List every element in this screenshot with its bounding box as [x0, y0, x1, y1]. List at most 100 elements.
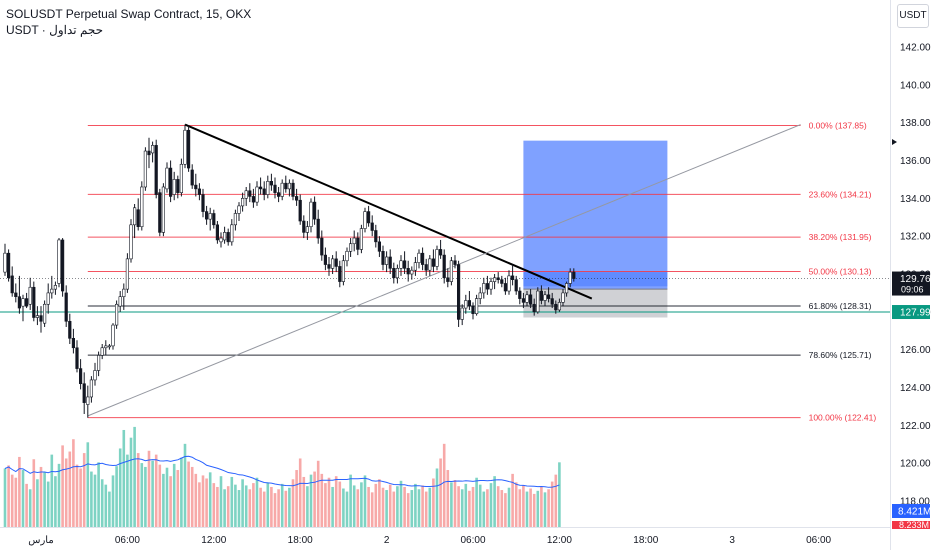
volume-bar	[14, 477, 18, 527]
last-price-value: 129.76	[900, 274, 931, 285]
candle-down	[377, 241, 382, 252]
volume-bar	[118, 448, 122, 527]
volume-bar	[122, 429, 126, 527]
time-tick-label: 18:00	[288, 535, 313, 546]
candle-down	[276, 192, 281, 197]
time-tick-label: 12:00	[547, 535, 572, 546]
volume-ma-line	[4, 455, 560, 488]
bar-countdown: 09:06	[901, 285, 924, 295]
volume-bar	[18, 456, 21, 527]
candle-down	[514, 279, 518, 292]
candle-up	[341, 260, 346, 282]
time-tick-label: 3	[729, 535, 735, 546]
volume-bar	[356, 489, 360, 527]
volume-bar	[93, 474, 97, 527]
candle-down	[71, 338, 75, 349]
volume-bar	[529, 488, 532, 527]
candle-down	[302, 220, 306, 233]
volume-layer	[3, 426, 561, 527]
candle-down	[453, 260, 457, 265]
volume-bar	[216, 486, 219, 527]
price-tick-label: 126.00	[900, 345, 931, 356]
candle-down	[546, 294, 551, 299]
candle-up	[428, 258, 432, 271]
position-stop-zone[interactable]	[523, 289, 668, 318]
trendline-resistance[interactable]	[184, 123, 593, 300]
volume-bar	[550, 481, 554, 527]
price-tick-label: 134.00	[900, 194, 931, 205]
candle-down	[402, 260, 407, 269]
volume-bar	[180, 457, 183, 527]
volume-bar	[518, 489, 522, 527]
horizontal-line-badge	[892, 305, 930, 320]
volume-bar	[439, 458, 442, 527]
candle-up	[107, 345, 111, 348]
volume-bar	[468, 490, 471, 527]
volume-bar	[428, 487, 432, 527]
candle-up	[118, 296, 122, 307]
candle-down	[521, 298, 525, 303]
candle-down	[251, 196, 256, 203]
price-tick-label: 136.00	[900, 156, 931, 167]
candle-down	[284, 182, 288, 190]
candle-down	[356, 237, 360, 250]
candle-down	[467, 300, 472, 307]
candle-down	[420, 252, 425, 265]
volume-bar	[270, 486, 273, 527]
fibonacci-retracement: 0.00% (137.85) 23.60% (134.21) 38.20% (131…	[87, 121, 876, 423]
volume-bar	[144, 466, 147, 527]
volume-bar	[309, 474, 313, 527]
candle-down	[370, 222, 374, 231]
candle-up	[266, 181, 270, 195]
candle-up	[413, 262, 418, 271]
candle-up	[161, 186, 166, 233]
volume-bar	[104, 484, 108, 527]
volume-bar	[334, 476, 338, 527]
volume-indicator-title[interactable]: USDT · حجم تداول	[6, 23, 104, 37]
volume-bar	[226, 486, 230, 527]
candle-down	[24, 298, 29, 307]
candle-down	[374, 230, 378, 243]
symbol-title[interactable]: SOLUSDT Perpetual Swap Contract, 15, OKX	[6, 7, 252, 21]
candle-up	[151, 145, 155, 154]
volume-bar	[147, 450, 151, 527]
candle-up	[230, 224, 234, 243]
currency-unit-button[interactable]: USDT	[897, 4, 929, 28]
volume-bar	[266, 482, 270, 527]
last-price-badge	[892, 271, 930, 296]
candle-down	[294, 196, 299, 201]
candle-down	[169, 167, 173, 197]
fib-level-label: 23.60% (134.21)	[809, 189, 872, 199]
alert-arrow-icon[interactable]	[892, 139, 897, 145]
candle-up	[223, 232, 227, 241]
position-profit-fill	[523, 272, 668, 287]
horizontal-line-value: 127.99	[900, 308, 931, 319]
volume-bar	[421, 485, 424, 527]
volume-bar	[558, 462, 561, 527]
volume-bar	[543, 492, 547, 527]
volume-badge	[892, 504, 930, 518]
candle-up	[35, 315, 39, 318]
volume-bar	[302, 476, 306, 527]
position-target-zone[interactable]	[523, 140, 668, 290]
candle-up	[21, 298, 25, 307]
candle-down	[338, 266, 342, 282]
volume-bar	[61, 445, 64, 527]
candle-up	[280, 182, 284, 197]
candle-down	[187, 129, 191, 169]
candle-down	[68, 320, 72, 339]
candle-down	[215, 224, 220, 241]
volume-bar	[75, 464, 79, 527]
candle-down	[158, 192, 162, 233]
volume-bar	[252, 483, 255, 527]
time-tick-label: 06:00	[460, 535, 485, 546]
candle-down	[518, 290, 522, 299]
candle-down	[10, 275, 14, 294]
volume-bar	[108, 491, 111, 527]
candle-up	[57, 239, 61, 284]
volume-bar	[417, 489, 421, 527]
candle-up	[564, 283, 569, 294]
